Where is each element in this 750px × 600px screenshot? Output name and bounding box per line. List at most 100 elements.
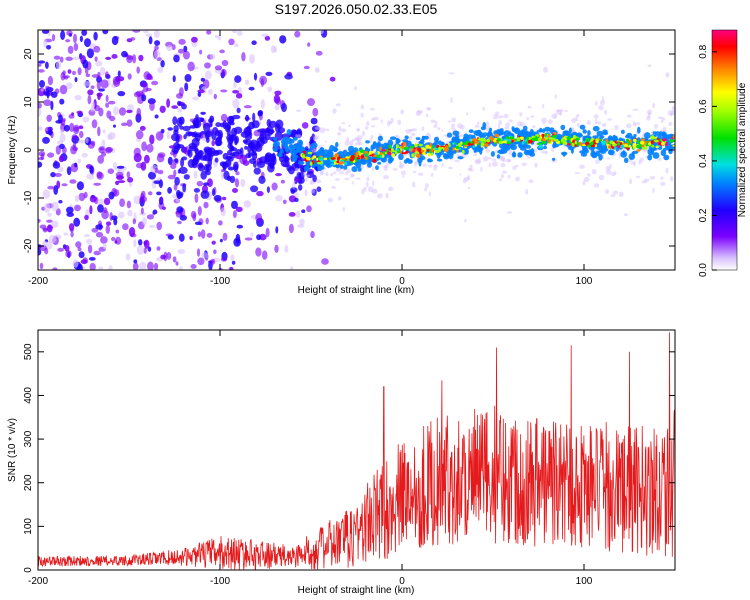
spectrogram-cell xyxy=(405,150,409,154)
spectrogram-cell xyxy=(229,134,236,140)
spectrogram-cell xyxy=(43,39,48,48)
spectrogram-cell xyxy=(344,139,350,146)
spectrogram-cell xyxy=(145,87,152,92)
spectrogram-cell xyxy=(97,155,105,164)
spectrogram-cell xyxy=(596,130,604,137)
spectrogram-cell xyxy=(417,156,423,164)
spectrogram-cell xyxy=(434,164,438,168)
spectrogram-cell xyxy=(274,104,280,111)
spectrogram-cell xyxy=(219,49,225,54)
spectrogram-cell xyxy=(403,159,408,164)
spectrogram-cell xyxy=(662,141,665,145)
spectrogram-cell xyxy=(59,133,66,143)
spectrogram-cell xyxy=(105,224,111,234)
spectrogram-cell xyxy=(305,174,310,177)
spectrogram-cell xyxy=(312,155,317,159)
spectrogram-cell xyxy=(477,146,484,152)
spectrogram-cell xyxy=(191,132,196,138)
spectrogram-cell xyxy=(133,147,141,157)
spectrogram-cell xyxy=(83,81,91,87)
spectrogram-cell xyxy=(290,265,294,270)
spectrogram-cell xyxy=(391,147,394,152)
spectrogram-cell xyxy=(259,133,265,143)
spectrogram-cell xyxy=(78,192,86,202)
spectrogram-cell xyxy=(490,151,495,157)
spectrogram-cell xyxy=(345,169,352,174)
spectrogram-cell xyxy=(392,168,398,171)
spectrogram-cell xyxy=(46,240,53,250)
spectrogram-cell xyxy=(309,161,313,166)
spectrogram-cell xyxy=(193,170,198,179)
spectrogram-cell xyxy=(106,221,112,226)
spectrogram-cell xyxy=(544,126,551,132)
spectrogram-cell xyxy=(295,210,301,218)
spectrogram-cell xyxy=(244,145,248,150)
spectrogram-cell xyxy=(652,152,660,159)
spectrogram-cell xyxy=(154,40,161,46)
spectrogram-cell xyxy=(633,134,637,138)
spectrogram-cell xyxy=(450,97,453,104)
spectrogram-cell xyxy=(80,259,88,265)
spectrogram-cell xyxy=(187,149,193,158)
spectrogram-cell xyxy=(207,152,213,162)
spectrogram-cell xyxy=(493,114,498,120)
spectrogram-cell xyxy=(72,70,76,76)
spectrogram-cell xyxy=(670,112,673,117)
spectrogram-cell xyxy=(46,219,53,223)
spectrogram-cell xyxy=(205,217,209,225)
spectrogram-cell xyxy=(595,159,600,165)
spectrogram-cell xyxy=(380,141,383,145)
spectrogram-cell xyxy=(647,64,652,68)
spectrogram-cell xyxy=(527,105,532,109)
spectrogram-cell xyxy=(138,239,143,246)
spectrogram-cell xyxy=(174,158,179,164)
spectrogram-cell xyxy=(330,157,335,160)
colorbar-tick-label: 0.6 xyxy=(698,99,709,113)
spectrogram-cell xyxy=(447,120,452,123)
spectrogram-cell xyxy=(147,191,153,196)
spectrogram-x-ticks: -200 -100 0 100 xyxy=(28,30,593,287)
spectrogram-cell xyxy=(91,227,99,233)
snr-frame xyxy=(37,329,676,571)
spectrogram-cell xyxy=(205,170,211,176)
spectrogram-cell xyxy=(458,134,464,138)
spectrogram-cell xyxy=(671,105,675,112)
spectrogram-cell xyxy=(167,174,176,180)
spectrogram-cell xyxy=(190,264,197,269)
spectrogram-cell xyxy=(176,206,184,214)
spectrogram-cell xyxy=(234,43,239,48)
spectrogram-cell xyxy=(56,60,61,70)
spectrogram-cell xyxy=(109,115,116,122)
spectrogram-cell xyxy=(636,122,641,125)
spectrogram-cell xyxy=(327,197,334,203)
spectrogram-cell xyxy=(77,247,82,252)
spectrogram-cell xyxy=(97,198,104,207)
snr-x-tick-label: -100 xyxy=(210,576,230,587)
spectrogram-cell xyxy=(312,174,317,183)
spectrogram-cell xyxy=(415,140,420,143)
spectrogram-cell xyxy=(127,73,132,80)
spectrogram-cell xyxy=(552,134,557,138)
spectrogram-cell xyxy=(471,138,476,141)
spectrogram-cell xyxy=(500,162,506,168)
spectrogram-cell xyxy=(156,191,162,196)
spectrogram-cell xyxy=(301,209,306,213)
spectrogram-cell xyxy=(379,155,383,158)
spectrogram-cell xyxy=(562,130,569,137)
spectrogram-cell xyxy=(335,103,341,107)
spectrogram-cell xyxy=(261,250,268,260)
spectrogram-cell xyxy=(179,266,183,270)
spectrogram-cell xyxy=(582,129,587,134)
spectrogram-cell xyxy=(620,144,625,148)
spectrogram-y-tick-label: -20 xyxy=(23,238,34,253)
spectrogram-cell xyxy=(517,130,525,138)
spectrogram-cell xyxy=(159,105,166,114)
spectrogram-cell xyxy=(223,170,230,180)
spectrogram-cell xyxy=(370,135,374,139)
spectrogram-cell xyxy=(145,33,152,37)
spectrogram-cell xyxy=(330,173,334,177)
spectrogram-cell xyxy=(178,166,188,174)
spectrogram-cell xyxy=(74,195,80,202)
spectrogram-cell xyxy=(499,178,502,182)
